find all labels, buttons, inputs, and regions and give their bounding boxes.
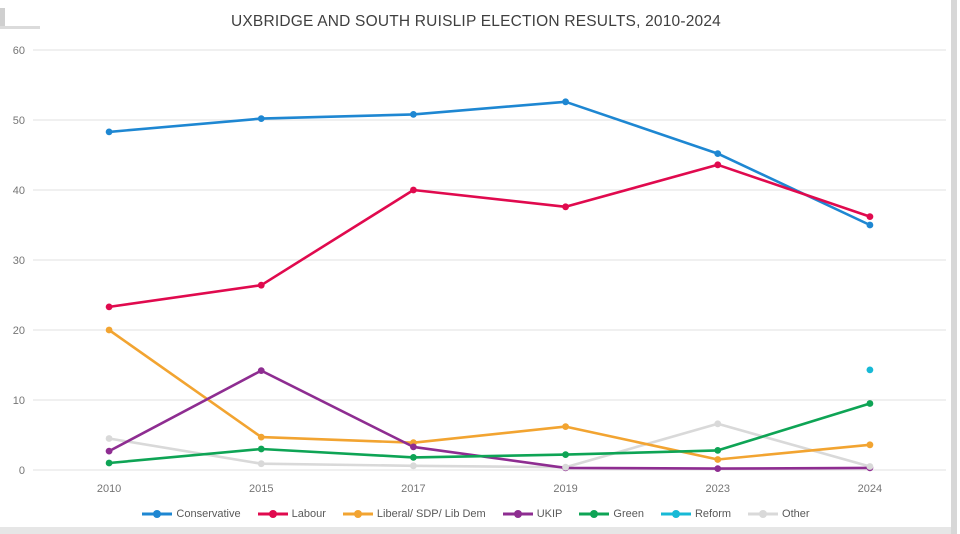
point-conservative-2017 xyxy=(410,111,417,118)
series-line-other xyxy=(107,422,872,469)
point-green-2010 xyxy=(105,459,113,467)
legend-item-liberal-sdp-lib-dem: Liberal/ SDP/ Lib Dem xyxy=(342,508,486,520)
point-liberal-sdp-lib-dem-2010 xyxy=(105,326,113,334)
legend-marker-icon xyxy=(502,510,533,518)
point-conservative-2019 xyxy=(562,98,569,106)
series-line-green xyxy=(107,402,872,465)
legend-item-ukip: UKIP xyxy=(502,508,563,520)
point-conservative-2015 xyxy=(257,115,265,122)
point-other-2019 xyxy=(562,463,569,471)
point-labour-2010 xyxy=(105,303,113,311)
legend-item-green: Green xyxy=(579,508,644,520)
legend-item-conservative: Conservative xyxy=(142,508,241,520)
point-green-2019 xyxy=(562,451,569,458)
x-tick-label: 2024 xyxy=(858,483,882,495)
legend-label: UKIP xyxy=(536,508,563,520)
window-edge-artifact xyxy=(0,26,40,29)
legend-marker-icon xyxy=(660,510,691,518)
legend-label: Liberal/ SDP/ Lib Dem xyxy=(376,508,486,520)
line-chart: 0 10 20 30 40 50 60 2010 2015 2017 2019 2023 2024 xyxy=(13,45,946,495)
point-green-2024 xyxy=(866,400,874,407)
legend-item-other: Other xyxy=(748,508,810,520)
x-tick-label: 2017 xyxy=(401,483,425,495)
point-labour-2015 xyxy=(257,281,265,289)
point-conservative-2023 xyxy=(714,150,722,158)
x-tick-label: 2023 xyxy=(706,483,730,495)
point-ukip-2023 xyxy=(714,465,722,472)
point-liberal-sdp-lib-dem-2023 xyxy=(714,456,722,463)
window-edge-bottom xyxy=(0,527,951,534)
chart-title: UXBRIDGE AND SOUTH RUISLIP ELECTION RESU… xyxy=(230,13,722,30)
legend-marker-dot xyxy=(590,510,599,518)
point-liberal-sdp-lib-dem-2024 xyxy=(866,441,874,449)
legend-marker-dot xyxy=(268,510,277,518)
y-tick-label: 0 xyxy=(19,465,25,477)
point-labour-2019 xyxy=(562,203,569,211)
point-green-2023 xyxy=(714,447,722,454)
point-conservative-2024 xyxy=(866,221,874,229)
point-ukip-2017 xyxy=(410,443,417,451)
y-tick-label: 50 xyxy=(13,115,25,127)
legend-label: Conservative xyxy=(176,508,241,520)
series-line-liberal-sdp-lib-dem xyxy=(107,328,872,461)
legend-marker-dot xyxy=(671,510,680,518)
point-labour-2023 xyxy=(714,161,722,169)
series-line-ukip xyxy=(107,369,872,470)
legend-marker-icon xyxy=(257,510,288,518)
legend-marker-dot xyxy=(353,510,362,518)
legend-marker-dot xyxy=(759,510,768,518)
series-line-labour xyxy=(107,163,872,309)
y-tick-label: 60 xyxy=(13,45,25,57)
point-labour-2017 xyxy=(410,186,417,194)
x-tick-label: 2010 xyxy=(97,483,121,495)
y-tick-label: 20 xyxy=(13,325,25,337)
legend-marker-icon xyxy=(342,510,373,518)
legend-marker-icon xyxy=(579,510,610,518)
legend-label: Reform xyxy=(694,508,732,520)
legend-item-reform: Reform xyxy=(660,508,732,520)
y-tick-label: 10 xyxy=(13,395,25,407)
point-conservative-2010 xyxy=(105,128,113,136)
point-ukip-2010 xyxy=(105,447,113,455)
x-tick-label: 2019 xyxy=(553,483,577,495)
legend-marker-dot xyxy=(513,510,522,518)
window-edge-artifact xyxy=(0,8,5,29)
window-edge-right xyxy=(951,0,957,534)
point-green-2017 xyxy=(410,454,417,461)
legend-label: Green xyxy=(613,508,644,520)
point-liberal-sdp-lib-dem-2019 xyxy=(562,423,569,430)
legend-label: Labour xyxy=(291,508,326,520)
y-tick-label: 30 xyxy=(13,255,25,267)
point-other-2024 xyxy=(866,463,874,470)
series-line-conservative xyxy=(107,100,872,227)
legend-label: Other xyxy=(782,508,810,520)
legend-marker-icon xyxy=(748,510,779,518)
point-labour-2024 xyxy=(866,213,874,221)
point-other-2015 xyxy=(257,460,265,468)
legend-marker-icon xyxy=(142,510,173,518)
point-other-2010 xyxy=(105,435,113,442)
point-ukip-2015 xyxy=(257,367,265,374)
point-other-2023 xyxy=(714,420,722,428)
point-liberal-sdp-lib-dem-2015 xyxy=(257,433,265,441)
y-tick-label: 40 xyxy=(13,185,25,197)
chart-legend: Conservative Labour Liberal/ SDP/ Lib Dem U… xyxy=(0,504,952,524)
point-other-2017 xyxy=(410,462,417,470)
legend-marker-dot xyxy=(153,510,162,518)
x-tick-label: 2015 xyxy=(249,483,273,495)
point-green-2015 xyxy=(257,445,265,453)
legend-item-labour: Labour xyxy=(257,508,326,520)
point-reform-2024 xyxy=(866,366,874,374)
